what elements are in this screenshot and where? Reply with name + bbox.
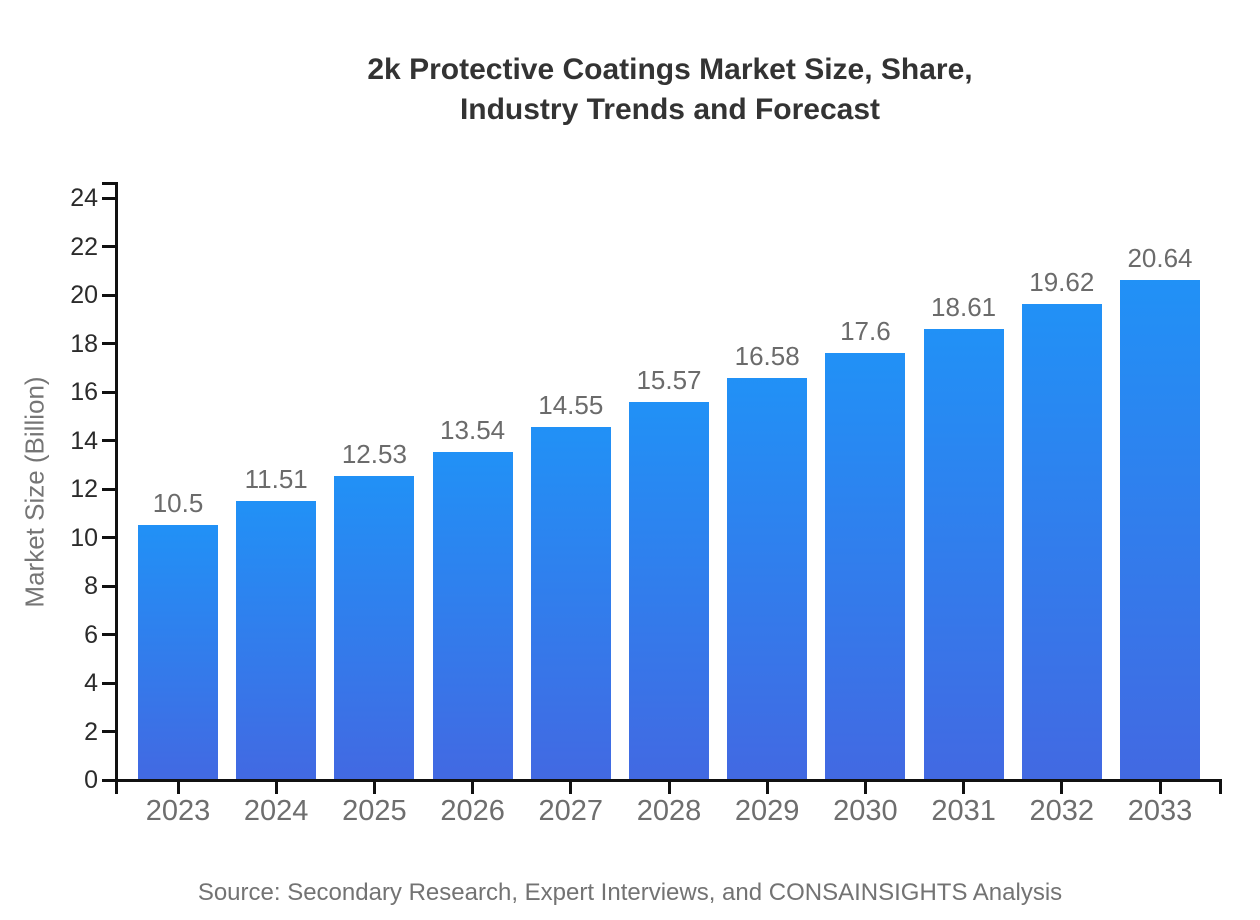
y-tick-label: 18 <box>70 329 98 358</box>
bar-value-label: 13.54 <box>440 414 506 445</box>
bar-value-label: 16.58 <box>734 340 800 371</box>
bar-2027 <box>530 427 611 780</box>
y-tick <box>102 245 116 248</box>
chart-title-line2: Industry Trends and Forecast <box>459 93 881 126</box>
x-tick <box>863 780 867 794</box>
bar-2029 <box>727 377 808 780</box>
x-tick-label: 2032 <box>1029 795 1095 827</box>
bar-value-label: 14.55 <box>538 390 604 421</box>
bar-2026 <box>432 451 513 780</box>
y-tick-label: 4 <box>84 669 98 697</box>
x-tick-label: 2023 <box>145 795 211 827</box>
bar-2031 <box>923 328 1004 780</box>
bar-2030 <box>825 353 906 780</box>
x-tick <box>765 780 769 794</box>
y-tick-label: 20 <box>70 281 98 309</box>
y-tick <box>102 487 116 491</box>
y-tick-label: 16 <box>70 378 98 406</box>
bar-value-label: 20.64 <box>1127 242 1193 273</box>
y-tick <box>102 342 116 345</box>
x-tick-label: 2025 <box>342 795 407 827</box>
y-tick-label: 24 <box>70 184 98 212</box>
x-tick <box>1158 780 1162 794</box>
bar-value-label: 15.57 <box>636 365 702 396</box>
x-tick-label: 2028 <box>636 795 702 827</box>
bar-2023 <box>138 525 218 780</box>
x-tick <box>962 780 966 794</box>
x-tick <box>471 780 475 794</box>
x-axis-right-cap <box>1219 779 1222 794</box>
x-tick-label: 2029 <box>734 795 800 827</box>
y-tick <box>102 293 116 297</box>
x-tick <box>1060 780 1064 794</box>
x-tick <box>274 780 278 794</box>
x-tick <box>667 780 671 794</box>
y-tick <box>102 390 116 394</box>
y-tick-label: 6 <box>84 620 98 649</box>
chart-title-line1: 2k Protective Coatings Market Size, Shar… <box>367 53 973 86</box>
x-tick-label: 2027 <box>538 795 604 827</box>
bar-value-label: 17.6 <box>840 316 891 347</box>
bar-2024 <box>236 500 317 780</box>
y-tick <box>102 439 116 442</box>
y-axis-top-cap <box>102 182 116 185</box>
x-tick-label: 2031 <box>931 795 996 827</box>
bar-2033 <box>1120 279 1200 780</box>
y-tick-label: 12 <box>70 475 98 503</box>
x-axis-line <box>102 779 1222 782</box>
bar-2025 <box>334 476 415 780</box>
bar-2028 <box>629 402 709 780</box>
y-tick-label: 2 <box>84 717 98 746</box>
x-tick-label: 2026 <box>440 795 505 827</box>
x-tick <box>569 780 573 794</box>
y-tick-label: 22 <box>70 232 98 261</box>
y-tick <box>102 633 116 636</box>
bar-value-label: 18.61 <box>931 291 997 322</box>
y-tick-label: 0 <box>84 766 98 794</box>
bar-2032 <box>1021 304 1102 780</box>
bar-value-label: 11.51 <box>244 463 308 494</box>
bar-value-label: 12.53 <box>341 439 407 470</box>
source-text: Source: Secondary Research, Expert Inter… <box>197 879 1063 906</box>
y-tick <box>102 584 116 588</box>
x-tick <box>176 780 180 794</box>
bar-value-label: 19.62 <box>1029 267 1095 298</box>
y-tick-label: 10 <box>70 523 98 552</box>
x-tick <box>372 780 376 794</box>
bar-value-label: 10.5 <box>152 488 204 519</box>
x-tick-label: 2033 <box>1127 795 1193 827</box>
chart-title: 2k Protective Coatings Market Size, Shar… <box>118 50 1222 130</box>
y-tick <box>102 536 116 539</box>
y-tick <box>102 730 116 733</box>
y-tick-label: 8 <box>84 572 98 600</box>
y-tick-label: 14 <box>70 426 98 455</box>
x-tick-label: 2030 <box>833 795 898 827</box>
y-tick <box>102 196 116 200</box>
x-tick-label: 2024 <box>243 795 309 827</box>
y-tick <box>102 681 116 685</box>
y-axis-line <box>115 182 118 794</box>
